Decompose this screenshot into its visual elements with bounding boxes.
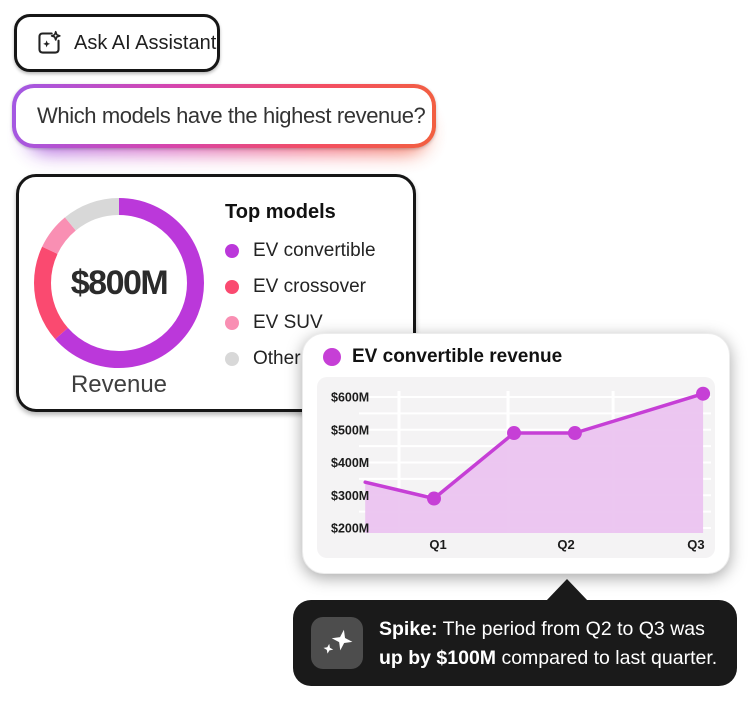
y-axis-label: $400M <box>331 456 369 470</box>
revenue-donut-card: $800M Revenue Top models EV convertible E… <box>16 174 416 412</box>
x-axis-label-q2: Q2 <box>557 537 574 552</box>
donut-segment-other <box>34 198 204 368</box>
legend-label: EV crossover <box>253 276 366 297</box>
query-text: Which models have the highest revenue? <box>37 103 426 128</box>
tooltip-delta-label: up by $100M <box>379 646 497 669</box>
legend-label: Other <box>253 348 301 369</box>
donut-segment-ev-crossover <box>34 198 204 368</box>
data-point-q1 <box>427 491 442 506</box>
line-chart-title: EV convertible revenue <box>352 346 563 367</box>
x-axis-label-q1: Q1 <box>429 537 446 552</box>
query-input[interactable]: Which models have the highest revenue? <box>12 84 436 148</box>
legend-label: EV convertible <box>253 240 376 261</box>
legend-item-ev-crossover: EV crossover <box>225 276 407 297</box>
legend-dot-icon <box>225 280 239 294</box>
donut-caption: Revenue <box>70 371 168 398</box>
legend-item-ev-convertible: EV convertible <box>225 240 407 261</box>
series-dot-icon <box>323 348 341 366</box>
line-chart-svg: $600M $500M $400M $300M $200M Q1 Q2 Q3 <box>331 386 711 552</box>
legend-label: EV SUV <box>253 312 323 333</box>
insight-tooltip: Spike: The period from Q2 to Q3 was up b… <box>293 579 737 686</box>
legend-item-other: Other <box>225 348 407 369</box>
tooltip-text-2: compared to last quarter. <box>496 646 718 669</box>
ask-ai-assistant-label: Ask AI Assistant <box>74 31 217 54</box>
legend-items: EV convertible EV crossover EV SUV Other <box>225 240 407 369</box>
legend-item-ev-suv: EV SUV <box>225 312 407 333</box>
tooltip-line-1: Spike: The period from Q2 to Q3 was <box>379 615 717 644</box>
top-models-legend: Top models EV convertible EV crossover EV … <box>225 201 407 385</box>
data-point-q3 <box>696 386 711 401</box>
tooltip-caret <box>546 579 588 601</box>
legend-dot-icon <box>225 352 239 366</box>
data-point-q2 <box>567 426 582 441</box>
legend-dot-icon <box>225 316 239 330</box>
y-axis-label: $600M <box>331 391 369 405</box>
ai-assistant-icon <box>38 30 61 54</box>
line-chart-card: EV convertible revenue $600M $500M $400M $3… <box>302 333 730 574</box>
legend-dot-icon <box>225 244 239 258</box>
data-point <box>507 426 522 441</box>
y-axis-label: $500M <box>331 423 369 437</box>
tooltip-spike-label: Spike: <box>379 618 438 640</box>
x-axis-label-q3: Q3 <box>687 537 704 552</box>
donut-ring <box>34 198 204 368</box>
tooltip-text-1: The period from Q2 to Q3 was <box>437 618 705 640</box>
y-axis-label: $300M <box>331 489 369 503</box>
tooltip-text: Spike: The period from Q2 to Q3 was up b… <box>379 615 717 672</box>
donut-chart <box>34 198 204 368</box>
line-chart-header: EV convertible revenue <box>323 346 562 368</box>
tooltip-line-2: up by $100M compared to last quarter. <box>379 644 717 673</box>
sparkles-icon <box>311 617 363 669</box>
area-fill <box>365 393 704 533</box>
ask-ai-assistant-button[interactable]: Ask AI Assistant <box>14 14 220 72</box>
plot-area: $600M $500M $400M $300M $200M Q1 Q2 Q3 <box>317 377 715 558</box>
legend-title: Top models <box>225 201 336 223</box>
y-axis-label: $200M <box>331 522 369 536</box>
donut-center-value: $800M <box>70 263 169 302</box>
